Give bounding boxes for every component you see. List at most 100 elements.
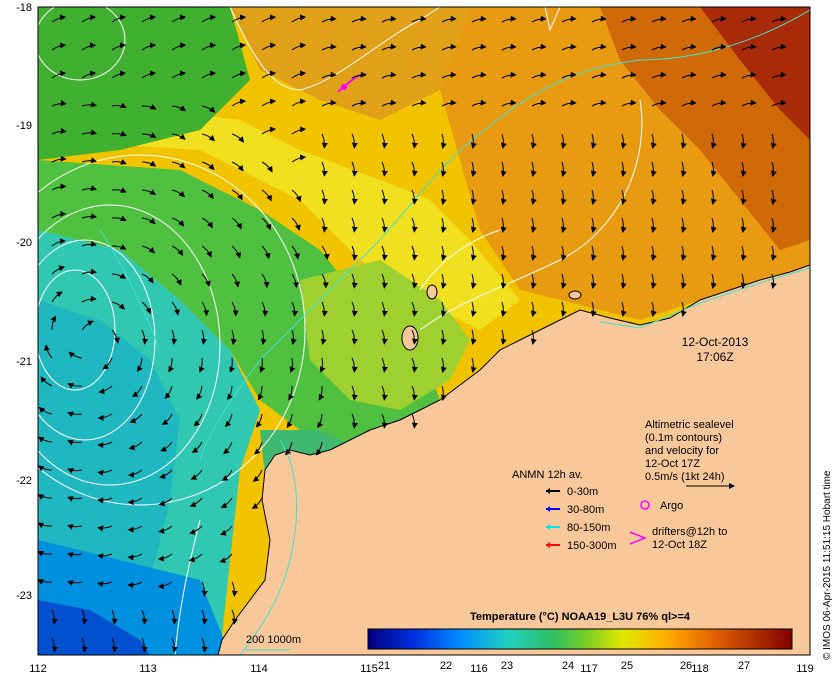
current-vector <box>530 189 537 205</box>
current-vector <box>710 133 717 149</box>
current-vector <box>81 240 97 247</box>
current-vector <box>38 551 53 557</box>
current-vector <box>261 98 277 107</box>
current-vector <box>81 42 97 51</box>
current-vector <box>620 189 627 205</box>
current-vector <box>470 357 477 373</box>
current-vector <box>141 329 149 345</box>
current-vector <box>111 159 127 165</box>
current-vector <box>201 301 210 317</box>
current-vector <box>221 469 233 481</box>
lon-axis: 112 113 114 115 116 117 118 119 <box>29 663 814 675</box>
current-vector <box>351 217 358 233</box>
current-vector <box>291 42 307 51</box>
current-vector <box>590 133 597 149</box>
current-vector <box>81 185 97 192</box>
current-vector <box>530 273 537 289</box>
current-vector <box>231 245 242 259</box>
current-vector <box>620 161 627 177</box>
current-vector <box>411 273 418 289</box>
current-vector <box>681 43 697 51</box>
current-vector <box>97 497 113 504</box>
current-vector <box>440 273 447 289</box>
current-vector <box>680 133 687 149</box>
current-vector <box>157 553 173 562</box>
current-vector <box>201 273 211 288</box>
current-vector <box>231 42 247 51</box>
current-vector <box>560 301 567 317</box>
current-vector <box>681 71 697 79</box>
current-vector <box>160 441 173 452</box>
lat-axis: -18 -19 -20 -21 -22 -23 <box>16 2 32 602</box>
current-vector <box>740 245 747 261</box>
current-vector <box>231 189 243 201</box>
current-vector <box>231 609 238 625</box>
current-vector <box>500 189 507 205</box>
current-vector <box>127 553 143 561</box>
current-vector <box>321 43 337 51</box>
current-vector <box>620 273 627 289</box>
current-vector <box>560 189 567 205</box>
current-vector <box>317 413 324 429</box>
current-vector <box>471 15 487 23</box>
current-vector <box>319 357 326 373</box>
current-vector <box>651 71 667 79</box>
current-vector <box>141 160 157 167</box>
current-vector <box>38 522 53 529</box>
current-vector <box>286 413 293 428</box>
current-vector <box>681 99 697 107</box>
current-vector <box>440 189 447 205</box>
current-vector <box>81 157 97 164</box>
current-vector <box>560 273 567 289</box>
current-vector <box>81 129 97 136</box>
current-vector <box>127 525 143 533</box>
current-vector <box>67 552 83 558</box>
current-vector <box>219 553 233 564</box>
current-vector <box>128 469 143 478</box>
current-vector <box>261 161 273 173</box>
current-vector <box>171 42 187 51</box>
svg-text:ANMN 12h av.: ANMN 12h av. <box>512 469 583 481</box>
svg-text:23: 23 <box>501 660 513 672</box>
current-vector <box>38 494 53 500</box>
drifter-chevron-icon <box>629 531 648 545</box>
current-vector <box>500 301 507 317</box>
current-vector <box>97 581 113 588</box>
current-vector <box>440 357 447 373</box>
current-vector <box>771 71 787 79</box>
current-vector <box>219 525 233 536</box>
current-vector <box>411 357 418 373</box>
current-vector <box>321 71 337 79</box>
current-vector <box>321 161 328 177</box>
current-vector <box>321 301 328 317</box>
current-vector <box>111 301 125 310</box>
current-vector <box>201 70 217 79</box>
current-vector <box>261 245 271 260</box>
current-vector <box>201 581 208 597</box>
current-vector <box>680 273 687 289</box>
current-vector <box>111 130 127 137</box>
svg-text:150-300m: 150-300m <box>567 540 617 552</box>
current-vector <box>411 133 418 149</box>
current-vector <box>471 43 487 51</box>
current-vector <box>190 469 203 480</box>
current-vector <box>231 329 237 345</box>
current-vector <box>229 357 235 373</box>
current-vector <box>501 71 517 79</box>
current-vector <box>651 43 667 51</box>
current-vector <box>111 329 121 344</box>
current-vector <box>740 217 747 233</box>
current-vector <box>189 497 203 508</box>
svg-text:80-150m: 80-150m <box>567 522 610 534</box>
current-vector <box>531 43 547 51</box>
current-vector <box>51 637 58 653</box>
current-vector <box>188 553 203 563</box>
svg-text:-21: -21 <box>16 356 32 368</box>
current-vector <box>650 161 657 177</box>
current-vector <box>711 71 727 79</box>
current-vector <box>680 245 687 261</box>
current-vector <box>381 189 388 205</box>
current-vector <box>351 133 358 149</box>
current-vector <box>651 15 667 23</box>
credit-label: © IMOS 06-Apr-2015 11:51:15 Hobart time <box>822 470 833 660</box>
